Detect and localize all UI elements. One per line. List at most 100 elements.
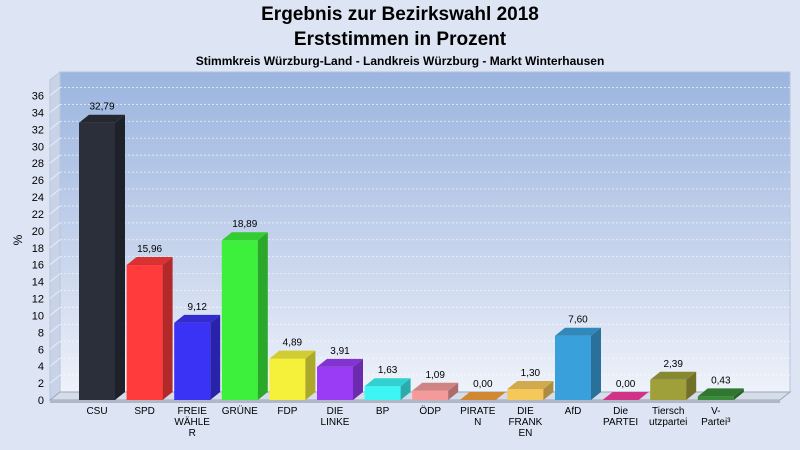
bar-top — [697, 388, 744, 397]
y-tick-label: 34 — [32, 107, 44, 119]
chart-region: Stimmkreis Würzburg-Land - Landkreis Wür… — [195, 54, 605, 68]
y-tick-label: 14 — [32, 277, 44, 289]
y-tick-label: 36 — [32, 91, 44, 103]
bar — [602, 392, 649, 400]
bar-top — [126, 257, 173, 266]
bar-front — [317, 366, 353, 400]
bar-front — [507, 389, 544, 400]
bar-top — [602, 392, 649, 400]
bar-front — [650, 379, 687, 400]
y-tick-label: 10 — [32, 310, 44, 322]
bar-side — [448, 382, 459, 400]
bar-side — [686, 371, 697, 400]
bar — [650, 371, 697, 400]
bar-top — [221, 232, 268, 241]
data-label: 15,96 — [137, 244, 162, 255]
data-labels: 32,79 15,96 9,12 18,89 4,89 3,91 1,63 1,09 0,00 1… — [89, 102, 730, 390]
y-tick-label: 28 — [32, 158, 44, 170]
data-label: 1,30 — [521, 368, 541, 379]
y-axis-label: % — [11, 234, 25, 245]
bar-side — [353, 358, 363, 400]
bar-front — [364, 386, 401, 400]
bar-top — [650, 371, 697, 380]
data-label: 2,39 — [663, 359, 683, 370]
bar-front — [126, 265, 163, 400]
data-label: 0,00 — [473, 379, 493, 390]
chart-subtitle: Erststimmen in Prozent — [293, 29, 507, 50]
bar-top — [269, 350, 316, 359]
gridline-side — [49, 256, 61, 266]
bar — [221, 232, 268, 400]
bars — [79, 114, 744, 401]
bar — [269, 350, 316, 400]
plot-side-wall — [49, 70, 61, 402]
data-label: 1,09 — [425, 370, 445, 381]
data-label: 4,89 — [283, 338, 303, 349]
bar-front — [555, 335, 591, 400]
data-label: 7,60 — [568, 315, 588, 326]
gridline-side — [49, 323, 61, 333]
y-tick-label: 6 — [38, 344, 44, 356]
bar-side — [591, 327, 601, 400]
gridline-side — [49, 104, 61, 113]
y-tick-label: 16 — [32, 260, 44, 272]
gridline-side — [49, 137, 61, 147]
y-tick-label: 30 — [32, 141, 44, 153]
y-tick-label: 22 — [32, 209, 44, 221]
bar — [507, 381, 554, 400]
y-tick-label: 8 — [38, 327, 44, 339]
x-tick-label: V-Partei³ — [701, 406, 731, 428]
gridline-side — [49, 87, 61, 96]
bar-front — [79, 122, 115, 401]
x-tick-label: DIE LINKE — [321, 406, 350, 428]
data-label: 3,91 — [330, 346, 350, 357]
gridline-side — [49, 239, 61, 249]
gridline-side — [49, 154, 61, 164]
bar-top — [412, 382, 459, 391]
bar-front — [174, 322, 211, 400]
bar-front — [412, 390, 449, 400]
gridline-side — [49, 307, 61, 316]
bar — [126, 257, 173, 400]
chart-title: Ergebnis zur Bezirkswahl 2018 — [261, 4, 539, 25]
gridline-side — [49, 171, 61, 181]
bar-side — [305, 350, 316, 400]
data-label: 9,12 — [187, 302, 207, 313]
bar — [697, 388, 744, 400]
gridline-side — [49, 222, 61, 232]
y-tick-label: 32 — [32, 124, 44, 136]
y-tick-label: 0 — [38, 395, 44, 407]
x-tick-label: SPD — [134, 406, 155, 417]
bar-side — [210, 314, 221, 400]
data-label: 32,79 — [89, 102, 114, 113]
x-tick-label: Die PARTEI — [603, 406, 638, 428]
x-tick-label: AfD — [565, 406, 582, 417]
bar-top — [459, 392, 506, 400]
bar — [79, 114, 125, 401]
y-tick-label: 2 — [38, 378, 44, 390]
bar-top — [174, 314, 221, 323]
bar — [555, 327, 601, 400]
bar-front — [697, 396, 734, 400]
bar-top — [364, 378, 411, 387]
x-tick-label: DIE FRANK EN — [508, 406, 542, 439]
x-tick-label: FREIE WÄHLE R — [174, 406, 210, 439]
data-label: 0,43 — [711, 375, 731, 386]
data-label: 0,00 — [616, 379, 636, 390]
x-tick-label: CSU — [86, 406, 107, 417]
bar-side — [257, 232, 268, 400]
y-tick-label: 26 — [32, 175, 44, 187]
bar-side — [162, 257, 173, 400]
y-tick-label: 20 — [32, 226, 44, 238]
x-tick-label: Tiersch utzpartei — [649, 406, 687, 428]
x-tick-label: GRÜNE — [222, 405, 258, 417]
y-tick-label: 12 — [32, 294, 44, 306]
data-label: 1,63 — [378, 365, 398, 376]
bar — [412, 382, 459, 400]
gridline-side — [49, 340, 61, 350]
gridline-side — [49, 374, 61, 384]
bar-side — [115, 114, 125, 401]
data-label: 18,89 — [232, 219, 257, 230]
